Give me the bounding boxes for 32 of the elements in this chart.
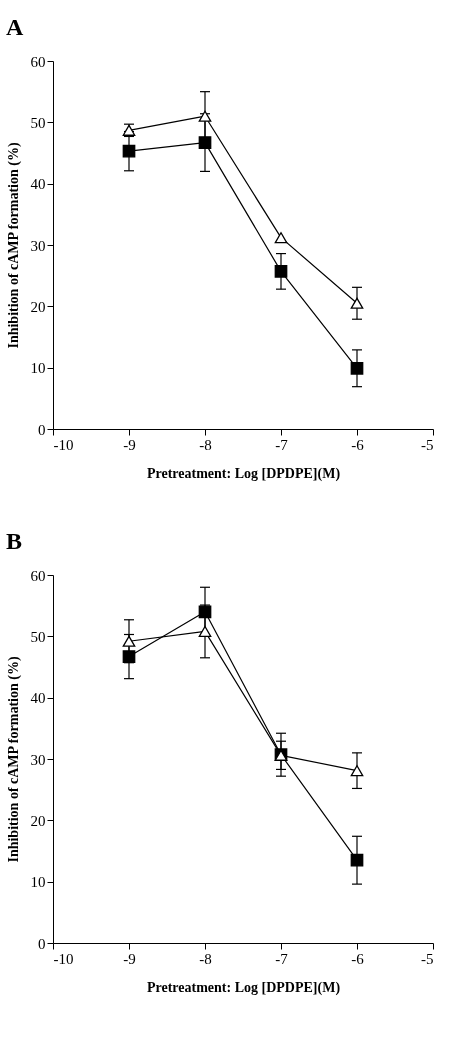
y-tick-label: 30	[30, 237, 46, 254]
chart-title: A	[6, 14, 24, 40]
y-tick-label: 40	[30, 690, 46, 707]
y-tick-label: 0	[38, 421, 46, 438]
y-axis-title: Inhibition of cAMP formation (%)	[5, 656, 22, 863]
y-axis-title: Inhibition of cAMP formation (%)	[5, 142, 22, 349]
y-tick-label: 30	[30, 751, 46, 768]
y-tick-label: 50	[30, 114, 46, 131]
x-tick-label: -9	[123, 950, 136, 967]
x-tick-label: -10	[53, 436, 74, 453]
x-tick-label: -8	[199, 950, 212, 967]
y-tick-label: 40	[30, 176, 46, 193]
y-tick-label: 20	[30, 812, 46, 829]
y-tick-label: 60	[30, 567, 46, 584]
y-tick-label: 50	[30, 628, 46, 645]
x-tick-label: -10	[53, 950, 74, 967]
y-tick-label: 0	[38, 935, 46, 952]
x-axis-title: Pretreatment: Log [DPDPE](M)	[146, 979, 341, 996]
x-tick-label: -5	[421, 436, 434, 453]
chart-title: B	[6, 528, 23, 554]
x-tick-label: -6	[351, 950, 365, 967]
x-tick-label: -6	[351, 436, 365, 453]
x-tick-label: -9	[123, 436, 136, 453]
x-tick-label: -7	[275, 436, 289, 453]
x-tick-label: -5	[421, 950, 434, 967]
x-tick-label: -7	[275, 950, 289, 967]
y-tick-label: 20	[30, 298, 46, 315]
x-axis-title: Pretreatment: Log [DPDPE](M)	[146, 465, 341, 482]
x-tick-label: -8	[199, 436, 212, 453]
y-tick-label: 60	[30, 53, 46, 70]
y-tick-label: 10	[30, 874, 46, 891]
y-tick-label: 10	[30, 360, 46, 377]
